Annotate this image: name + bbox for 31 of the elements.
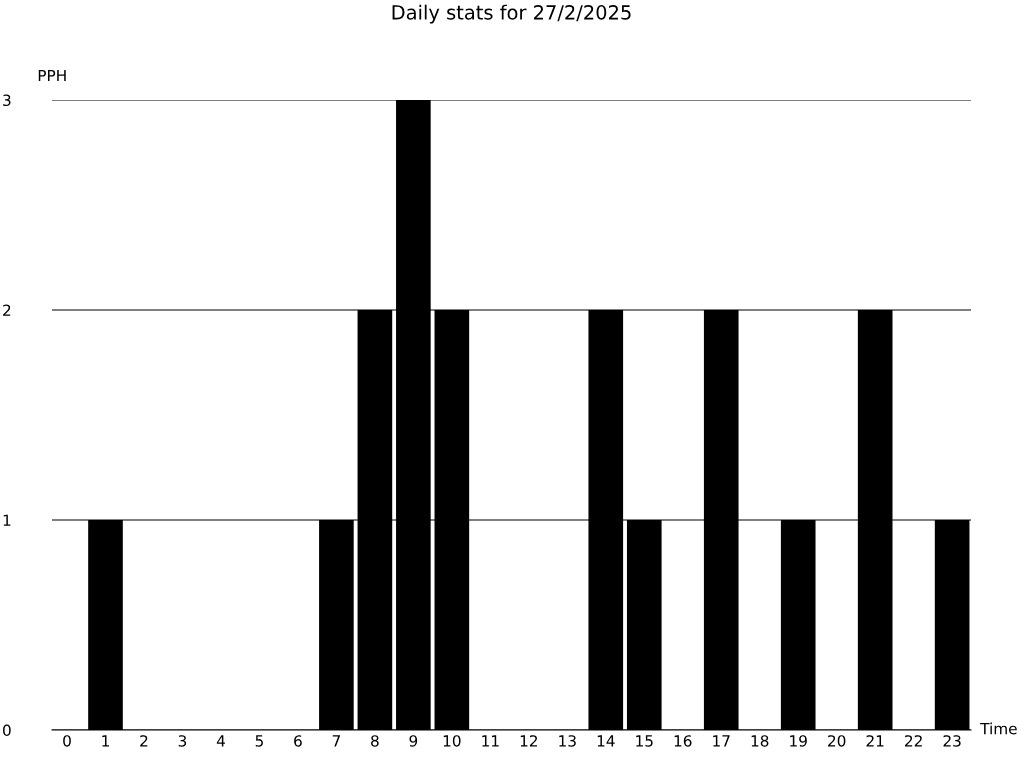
x-tick-label: 14 xyxy=(597,735,615,747)
y-tick-label: 2 xyxy=(3,304,11,316)
x-tick-label: 12 xyxy=(520,735,538,747)
x-tick-label: 17 xyxy=(713,735,730,747)
x-tick-label: 20 xyxy=(828,735,846,747)
x-axis-title: Time xyxy=(980,722,1017,735)
x-tick-label: 16 xyxy=(674,735,692,747)
x-tick-label: 6 xyxy=(294,735,302,747)
x-tick-label: 23 xyxy=(943,735,961,747)
chart-title: Daily stats for 27/2/2025 xyxy=(392,4,631,24)
x-tick-label: 19 xyxy=(790,735,807,747)
y-tick-label: 0 xyxy=(3,724,11,737)
x-tick-label: 18 xyxy=(751,735,769,747)
x-tick-label: 1 xyxy=(102,735,109,747)
y-axis-title: PPH xyxy=(38,69,66,82)
x-tick-label: 10 xyxy=(443,735,461,747)
x-tick-label: 3 xyxy=(178,735,187,747)
x-tick-label: 7 xyxy=(332,735,340,747)
x-tick-label: 4 xyxy=(216,735,225,747)
x-tick-label: 8 xyxy=(371,735,379,747)
x-tick-label: 11 xyxy=(482,735,499,747)
x-tick-label: 9 xyxy=(409,735,418,747)
x-tick-label: 5 xyxy=(255,735,263,747)
x-tick-label: 22 xyxy=(905,735,922,747)
x-tick-label: 0 xyxy=(63,735,71,747)
x-tick-label: 13 xyxy=(559,735,576,747)
y-tick-label: 1 xyxy=(3,514,11,526)
x-tick-label: 2 xyxy=(140,735,148,747)
x-tick-label: 15 xyxy=(636,735,653,747)
x-tick-label: 21 xyxy=(866,735,884,747)
y-tick-label: 3 xyxy=(3,94,11,107)
